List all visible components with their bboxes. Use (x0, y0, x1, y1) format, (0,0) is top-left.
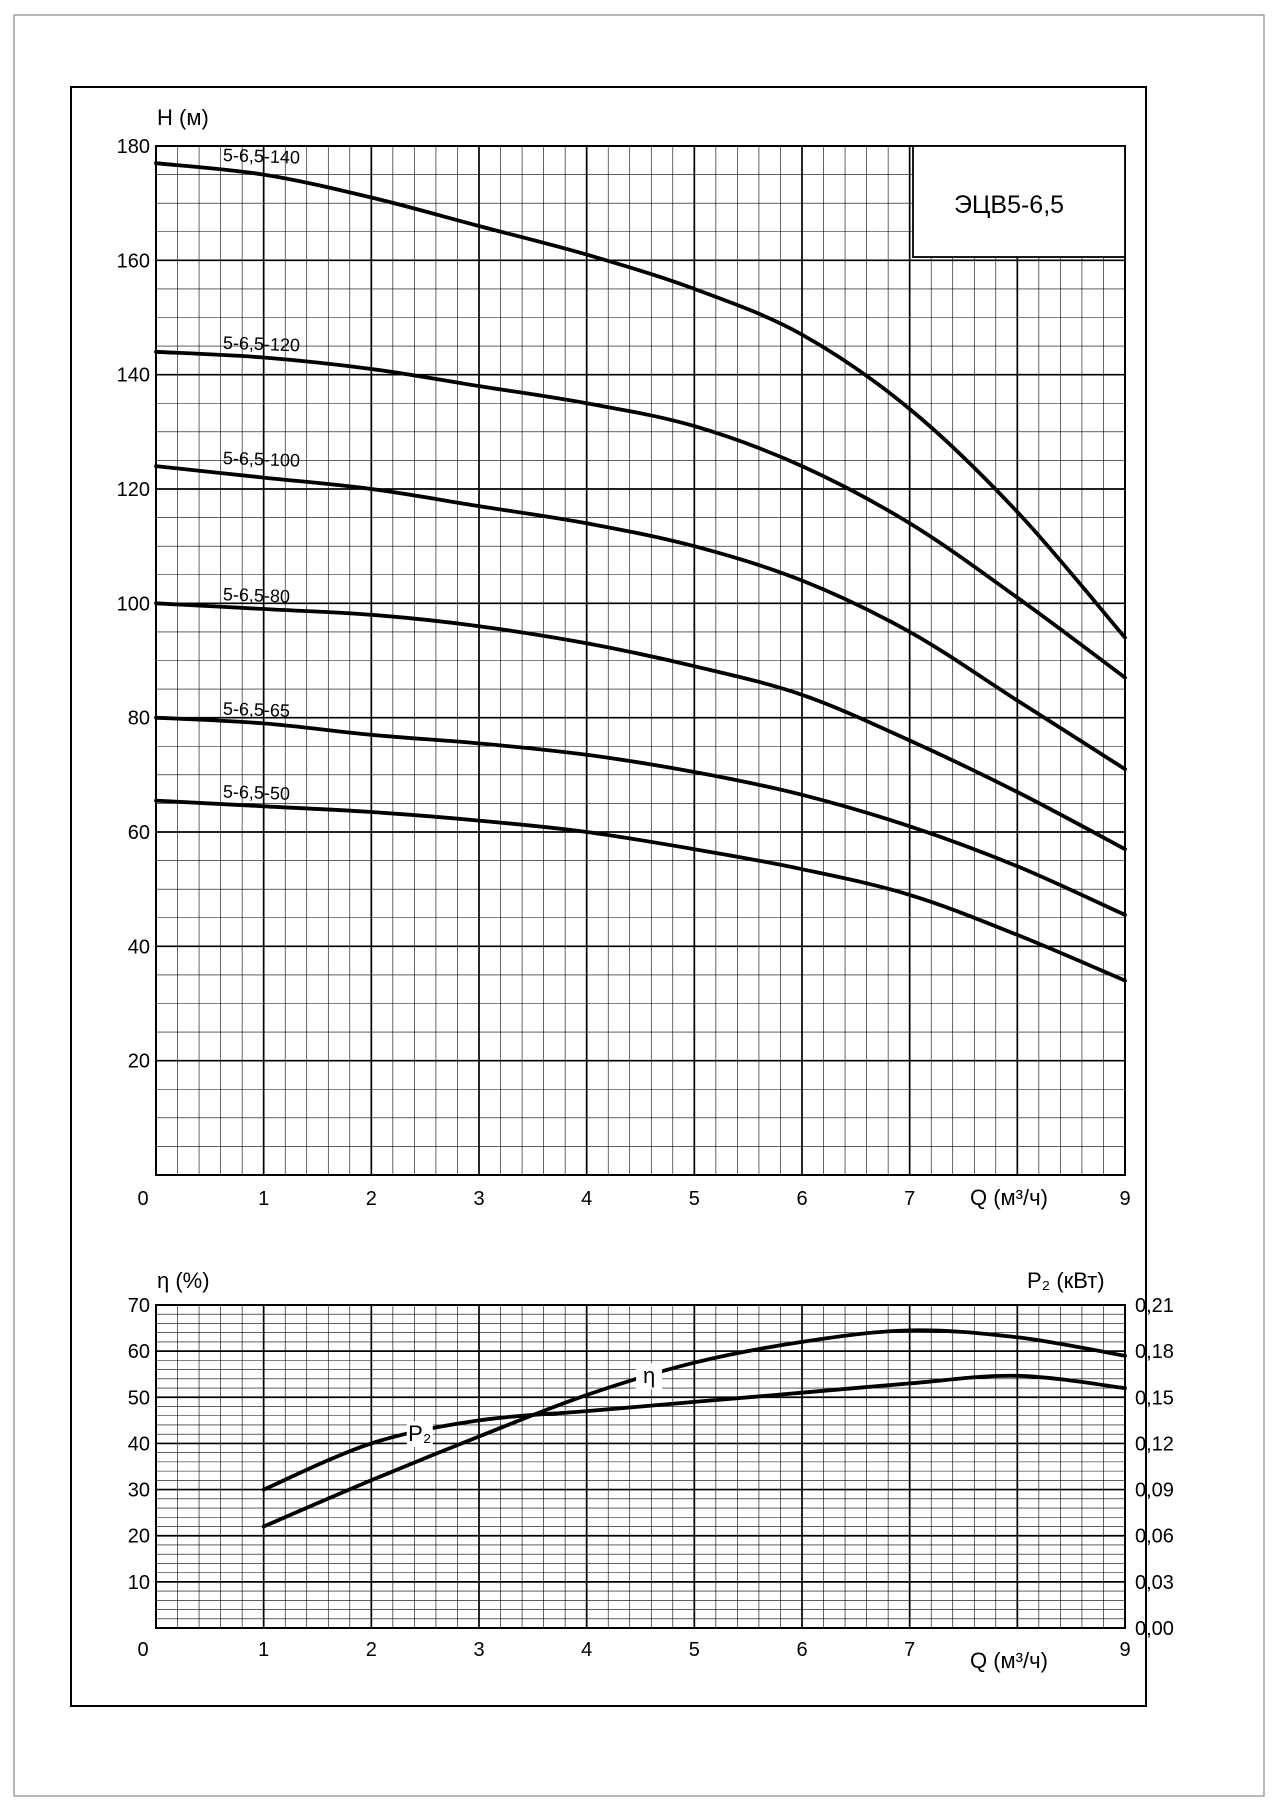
efficiency-curve (261, 1328, 1127, 1529)
curve-label: 5-6,5-80 (223, 584, 291, 606)
head-chart-axes: 20 40 60 80 100 120 140 160 180 0 1 2 3 4 5 6 7 9 (117, 136, 1131, 1210)
x-tick-label: 2 (366, 1188, 377, 1210)
head-curve (154, 161, 1127, 640)
y-tick-label: 120 (117, 479, 150, 501)
x-tick-label: 4 (581, 1639, 592, 1661)
y-tick-label: 180 (117, 136, 150, 158)
x-tick-label: 7 (904, 1639, 915, 1661)
y-tick-label: 80 (128, 708, 150, 730)
x-tick-label: 6 (796, 1188, 807, 1210)
efficiency-chart-axes: 102030405060700,000,030,060,090,120,150,… (128, 1295, 1174, 1661)
y-tick-label: 10 (128, 1572, 150, 1594)
y-tick-label: 70 (128, 1295, 150, 1317)
flow-axis-label-top: Q (м³/ч) (970, 1185, 1048, 1210)
y-tick-label: 140 (117, 365, 150, 387)
x-tick-label: 3 (473, 1639, 484, 1661)
y-tick-label: 100 (117, 593, 150, 615)
y2-tick-label: 0,12 (1135, 1433, 1174, 1455)
head-curves (154, 161, 1127, 983)
curve-label: 5-6,5-65 (223, 699, 291, 721)
head-curve-labels: 5-6,5-140 5-6,5-120 5-6,5-100 5-6,5-80 5-6,5… (223, 145, 301, 804)
flow-axis-label-bottom: Q (м³/ч) (970, 1648, 1048, 1673)
x-tick-label: 6 (796, 1639, 807, 1661)
y-tick-label: 30 (128, 1480, 150, 1502)
curve-label: 5-6,5-50 (223, 781, 291, 803)
x-tick-label: 9 (1119, 1639, 1130, 1661)
efficiency-power-curves (261, 1328, 1127, 1529)
x-tick-label: 5 (689, 1188, 700, 1210)
chart-title: ЭЦВ5-6,5 (954, 191, 1064, 219)
head-chart-grid (155, 145, 1126, 1176)
x-tick-label: 5 (689, 1639, 700, 1661)
efficiency-chart-grid (155, 1304, 1126, 1629)
x-tick-label: 9 (1119, 1188, 1130, 1210)
y-tick-label: 60 (128, 822, 150, 844)
y2-tick-label: 0,15 (1135, 1387, 1174, 1409)
power-axis-label: P₂ (кВт) (1027, 1268, 1105, 1293)
head-curve (154, 601, 1127, 852)
y-tick-label: 50 (128, 1387, 150, 1409)
x-tick-label: 0 (137, 1639, 148, 1661)
y-tick-label: 40 (128, 936, 150, 958)
power-curve-label: P₂ (408, 1421, 431, 1446)
x-tick-label: 2 (366, 1639, 377, 1661)
x-tick-label: 1 (258, 1639, 269, 1661)
x-tick-label: 0 (137, 1188, 148, 1210)
efficiency-curve-label: η (643, 1363, 655, 1388)
plot-border (155, 145, 1126, 1176)
y-tick-label: 20 (128, 1526, 150, 1548)
x-tick-label: 4 (581, 1188, 592, 1210)
curve-label: 5-6,5-120 (223, 333, 301, 356)
x-tick-label: 7 (904, 1188, 915, 1210)
efficiency-power-labels: η P₂ (406, 1363, 663, 1448)
head-curve (154, 715, 1127, 917)
curve-label: 5-6,5-100 (223, 448, 301, 471)
head-curve (154, 798, 1127, 983)
drawing-frame (70, 86, 1147, 1707)
y2-tick-label: 0,00 (1135, 1618, 1174, 1640)
label-backing (406, 1421, 433, 1448)
y2-tick-label: 0,06 (1135, 1526, 1174, 1548)
y2-tick-label: 0,03 (1135, 1572, 1174, 1594)
power-curve (261, 1373, 1127, 1492)
head-curve (154, 349, 1127, 680)
y2-tick-label: 0,18 (1135, 1341, 1174, 1363)
x-tick-label: 3 (473, 1188, 484, 1210)
head-axis-label: H (м) (157, 105, 209, 130)
x-tick-label: 1 (258, 1188, 269, 1210)
y2-tick-label: 0,09 (1135, 1480, 1174, 1502)
y-tick-label: 20 (128, 1051, 150, 1073)
y-tick-label: 40 (128, 1433, 150, 1455)
efficiency-axis-label: η (%) (157, 1268, 210, 1293)
curve-label: 5-6,5-140 (223, 145, 301, 168)
label-backing (636, 1363, 663, 1390)
y2-tick-label: 0,21 (1135, 1295, 1174, 1317)
y-tick-label: 60 (128, 1341, 150, 1363)
head-curve (154, 464, 1127, 771)
plot-border (155, 1304, 1126, 1629)
page-border (13, 14, 1265, 1797)
y-tick-label: 160 (117, 250, 150, 272)
title-box (912, 145, 1126, 258)
